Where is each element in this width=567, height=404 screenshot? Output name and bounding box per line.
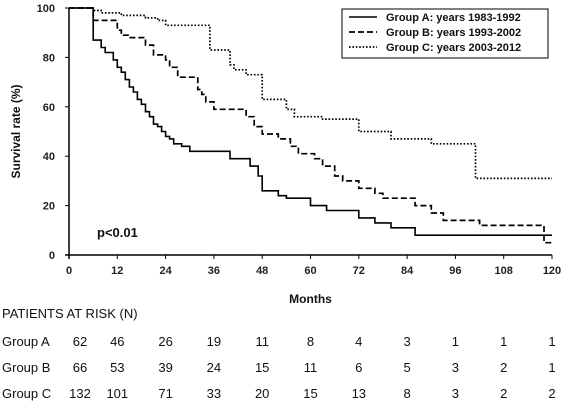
x-tick-label: 96 (449, 265, 461, 277)
y-tick-label: 0 (49, 250, 55, 262)
risk-cell: 6 (355, 360, 363, 375)
risk-cell: 46 (110, 334, 125, 349)
risk-row-label: Group B (2, 360, 51, 375)
risk-cell: 66 (72, 360, 88, 375)
risk-table-title: PATIENTS AT RISK (N) (2, 306, 138, 321)
risk-row-group-a: Group A 62 46 26 19 11 8 4 3 1 1 1 (0, 334, 567, 352)
x-tick-label: 36 (208, 265, 220, 277)
x-tick-label: 12 (111, 265, 123, 277)
risk-cell: 3 (451, 386, 460, 401)
series-line-group-c (69, 7, 552, 180)
risk-cell: 11 (303, 360, 318, 375)
x-tick-label: 108 (495, 265, 513, 277)
risk-cell: 132 (69, 386, 91, 401)
chart-axes: 0 12 24 36 48 60 72 84 96 108 120 0 20 40 60 80 100 Month… (9, 3, 561, 306)
risk-cell: 1 (500, 334, 508, 349)
risk-cell: 15 (303, 386, 318, 401)
risk-row-label: Group C (2, 386, 52, 401)
y-tick-label: 80 (43, 52, 55, 64)
risk-cell: 24 (206, 360, 222, 375)
risk-cell: 26 (158, 334, 173, 349)
x-tick-label: 72 (353, 265, 365, 277)
risk-cell: 11 (255, 334, 269, 349)
risk-cell: 5 (403, 360, 411, 375)
risk-cell: 4 (355, 334, 363, 349)
x-tick-label: 120 (543, 265, 561, 277)
y-tick-label: 20 (43, 201, 55, 213)
chart-series-layer (69, 7, 552, 244)
risk-cell: 33 (206, 386, 222, 401)
risk-cell: 39 (158, 360, 173, 375)
risk-cell: 53 (110, 360, 125, 375)
legend-label-group-c: Group C: years 2003-2012 (386, 42, 521, 54)
risk-row-group-c: Group C 132 101 71 33 20 15 13 8 3 2 2 (0, 386, 567, 404)
risk-cell: 2 (500, 386, 508, 401)
p-value-annotation: p<0.01 (97, 225, 138, 240)
risk-row-group-b: Group B 66 53 39 24 15 11 6 5 3 2 1 (0, 360, 567, 378)
x-tick-label: 84 (401, 265, 414, 277)
risk-cell: 101 (106, 386, 129, 401)
risk-cell: 3 (451, 360, 460, 375)
risk-cell: 20 (254, 386, 270, 401)
x-tick-label: 48 (256, 265, 268, 277)
risk-cell: 1 (451, 334, 460, 349)
risk-cell: 13 (351, 386, 367, 401)
survival-chart: 0 12 24 36 48 60 72 84 96 108 120 0 20 40 60 80 100 Month… (9, 3, 561, 306)
risk-cell: 71 (158, 386, 173, 401)
y-tick-label: 60 (43, 102, 55, 114)
risk-cell: 62 (72, 334, 88, 349)
legend-label-group-a: Group A: years 1983-1992 (386, 12, 521, 24)
y-tick-label: 100 (37, 3, 55, 15)
risk-row-label: Group A (2, 334, 50, 349)
risk-cell: 2 (548, 386, 556, 401)
chart-legend: Group A: years 1983-1992 Group B: years 1… (341, 8, 549, 59)
risk-cell: 3 (403, 334, 411, 349)
risk-cell: 1 (548, 360, 556, 375)
risk-cell: 1 (548, 334, 556, 349)
series-line-group-b (69, 7, 552, 244)
x-tick-label: 24 (159, 265, 172, 277)
legend-label-group-b: Group B: years 1993-2002 (386, 27, 521, 39)
risk-cell: 15 (254, 360, 270, 375)
x-tick-label: 60 (304, 265, 316, 277)
risk-cell: 2 (500, 360, 508, 375)
x-axis-title: Months (289, 292, 332, 306)
y-axis-title: Survival rate (%) (9, 84, 23, 178)
risk-cell: 8 (403, 386, 411, 401)
risk-cell: 8 (306, 334, 315, 349)
series-line-group-a (69, 7, 552, 236)
y-tick-label: 40 (43, 151, 55, 163)
x-tick-label: 0 (66, 265, 72, 277)
risk-cell: 19 (206, 334, 222, 349)
